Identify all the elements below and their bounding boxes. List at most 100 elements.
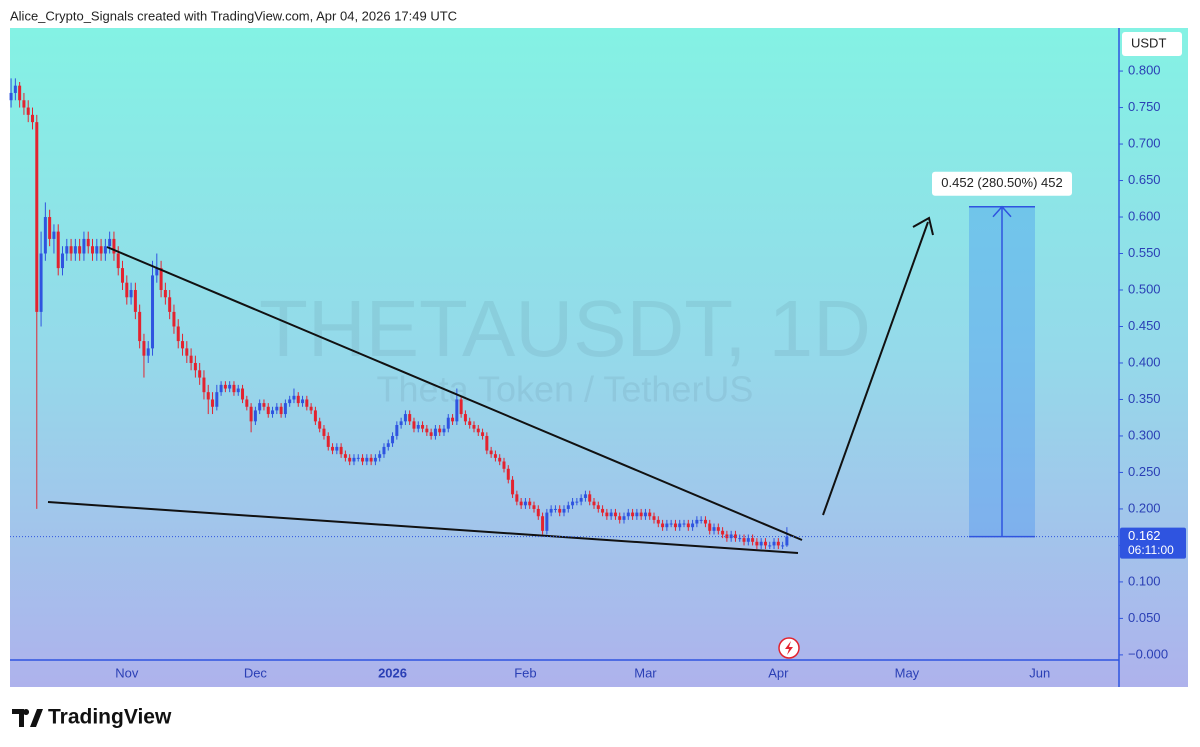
- candle-body: [318, 421, 322, 429]
- candle-body: [691, 523, 695, 528]
- candle-body: [403, 414, 407, 422]
- candle-body: [82, 238, 86, 254]
- candle-body: [592, 501, 596, 506]
- y-tick-label: 0.550: [1128, 245, 1161, 260]
- watermark-subtitle: Theta Token / TetherUS: [377, 369, 754, 410]
- candle-body: [73, 246, 77, 254]
- candle-body: [331, 446, 335, 451]
- candle-body: [755, 541, 759, 546]
- candle-body: [742, 538, 746, 542]
- candle-body: [605, 512, 609, 517]
- candle-body: [322, 428, 326, 436]
- candle-body: [408, 414, 412, 422]
- candle-body: [768, 545, 772, 547]
- candle-body: [502, 461, 506, 469]
- currency-box[interactable]: [1122, 32, 1182, 56]
- candle-body: [412, 421, 416, 429]
- y-tick-label: 0.100: [1128, 573, 1161, 588]
- candle-body: [579, 497, 583, 502]
- candle-body: [129, 289, 133, 298]
- candle-body: [309, 406, 313, 411]
- candle-body: [283, 403, 287, 415]
- candle-body: [348, 457, 352, 462]
- candle-body: [163, 289, 167, 298]
- candle-body: [108, 238, 112, 247]
- y-tick-label: 0.400: [1128, 354, 1161, 369]
- candle-body: [541, 516, 545, 531]
- candle-body: [99, 246, 103, 254]
- candle-body: [232, 384, 236, 393]
- candle-body: [288, 399, 292, 404]
- candle-body: [142, 341, 146, 356]
- candle-body: [313, 410, 317, 422]
- candle-body: [241, 388, 245, 400]
- candle-body: [489, 450, 493, 455]
- candle-body: [236, 388, 240, 393]
- candle-body: [459, 399, 463, 415]
- candle-body: [335, 446, 339, 451]
- candle-body: [356, 457, 360, 459]
- candle-body: [271, 410, 275, 415]
- candle-body: [189, 355, 193, 363]
- candle-body: [532, 505, 536, 509]
- candle-body: [545, 512, 549, 531]
- y-tick-label: 0.250: [1128, 464, 1161, 479]
- countdown: 06:11:00: [1128, 543, 1174, 557]
- candle-body: [468, 421, 472, 426]
- arrow-head: [912, 216, 934, 236]
- candle-body: [121, 268, 125, 283]
- candle-body: [69, 246, 73, 254]
- candle-body: [438, 428, 442, 433]
- candle-body: [39, 253, 43, 312]
- y-tick-label: 0.700: [1128, 135, 1161, 150]
- candle-body: [326, 435, 330, 447]
- candle-body: [249, 406, 253, 422]
- candle-body: [703, 519, 707, 524]
- candle-body: [31, 114, 35, 123]
- x-tick-label: 2026: [378, 665, 407, 680]
- candle-body: [352, 457, 356, 462]
- candle-body: [26, 107, 30, 115]
- candle-body: [78, 246, 82, 254]
- candle-body: [635, 512, 639, 517]
- candle-body: [91, 246, 95, 254]
- arrow-line: [822, 221, 929, 516]
- candle-body: [369, 457, 373, 462]
- lower-trendline: [47, 501, 799, 554]
- candle-body: [562, 508, 566, 513]
- x-tick-label: Nov: [115, 665, 139, 680]
- candle-body: [643, 512, 647, 517]
- footer-area: [0, 687, 1200, 747]
- chart-background: [10, 28, 1188, 687]
- candle-body: [708, 523, 712, 531]
- candle-body: [622, 516, 626, 520]
- candle-body: [215, 392, 219, 407]
- candle-body: [378, 454, 382, 458]
- candle-body: [759, 541, 763, 546]
- candle-body: [159, 268, 163, 290]
- candle-body: [725, 534, 729, 539]
- candle-body: [399, 421, 403, 426]
- upper-trendline: [106, 246, 803, 541]
- y-tick-label: 0.650: [1128, 172, 1161, 187]
- candle-body: [13, 85, 17, 93]
- candle-body: [292, 395, 296, 400]
- footer-brand: TradingView: [48, 706, 172, 729]
- candle-body: [566, 505, 570, 509]
- candle-body: [125, 282, 129, 298]
- candle-body: [678, 523, 682, 528]
- candle-body: [185, 348, 189, 356]
- candle-body: [193, 362, 197, 371]
- candle-body: [776, 541, 780, 546]
- candle-body: [626, 512, 630, 517]
- y-tick-label: 0.350: [1128, 391, 1161, 406]
- x-tick-label: Dec: [244, 665, 268, 680]
- candle-body: [511, 479, 515, 495]
- y-tick-label: 0.450: [1128, 318, 1161, 333]
- candle-body: [772, 541, 776, 546]
- candle-body: [275, 406, 279, 411]
- candle-body: [416, 425, 420, 429]
- candle-body: [673, 523, 677, 528]
- candle-body: [639, 512, 643, 517]
- candle-body: [455, 399, 459, 422]
